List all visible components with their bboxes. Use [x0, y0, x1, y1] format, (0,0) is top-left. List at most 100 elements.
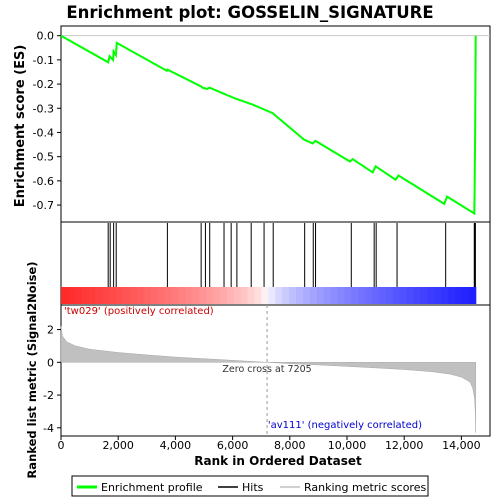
zero-cross-label: Zero cross at 7205: [222, 364, 311, 375]
legend-label-ranking-metric: Ranking metric scores: [304, 481, 426, 494]
hits-markers: [107, 223, 476, 287]
es-y-tick-label: -0.3: [33, 102, 54, 115]
color-bar-segment: [150, 287, 159, 304]
color-bar-segment: [295, 287, 304, 304]
x-tick-label: 2,000: [102, 439, 134, 452]
color-bar-segment: [61, 287, 69, 304]
color-bar-segment: [275, 287, 283, 304]
color-bar-segment: [406, 287, 415, 304]
negative-correlation-label: 'av111' (negatively correlated): [268, 420, 422, 431]
color-bar-segment: [454, 287, 463, 304]
color-bar-segment: [323, 287, 332, 304]
color-bar-segment: [420, 287, 428, 304]
es-y-tick-label: -0.5: [33, 151, 54, 164]
x-tick-label: 14,000: [442, 439, 481, 452]
color-bar-segment: [316, 287, 325, 304]
color-bar-segment: [219, 287, 228, 304]
x-tick-label: 12,000: [385, 439, 424, 452]
color-bar-segment: [399, 287, 408, 304]
color-bar-segment: [365, 287, 373, 304]
es-y-tick-label: -0.4: [33, 126, 54, 139]
color-bar-segment: [213, 287, 221, 304]
color-bar-segment: [282, 287, 290, 304]
color-bar-segment: [171, 287, 180, 304]
x-tick-label: 4,000: [160, 439, 192, 452]
es-y-tick-label: -0.2: [33, 78, 54, 91]
color-bar-segment: [427, 287, 435, 304]
color-bar-segment: [192, 287, 200, 304]
es-y-axis: 0.0 -0.1 -0.2 -0.3 -0.4 -0.5 -0.6 -0.7: [33, 30, 61, 212]
color-bar-segment: [206, 287, 214, 304]
color-bar-segment: [372, 287, 380, 304]
es-y-tick-label: 0.0: [37, 30, 55, 43]
color-bar-segment: [330, 287, 339, 304]
ranked-metric-y-tick-label: 0: [47, 356, 54, 369]
color-bar-segment: [289, 287, 297, 304]
color-bar-segment: [88, 287, 97, 304]
color-bar-segment: [102, 287, 110, 304]
x-tick-label: 8,000: [274, 439, 306, 452]
es-y-tick-label: -0.1: [33, 54, 54, 67]
color-bar-segment: [199, 287, 207, 304]
es-y-tick-label: -0.6: [33, 175, 54, 188]
ranking-metric-area: [60, 326, 476, 433]
color-bar-segment: [392, 287, 401, 304]
color-bar-segment: [178, 287, 187, 304]
color-bar-segment: [268, 287, 276, 304]
color-bar-segment: [302, 287, 311, 304]
color-bar-segment: [247, 287, 256, 304]
color-bar-segment: [74, 287, 83, 304]
x-tick-label: 10,000: [328, 439, 367, 452]
color-bar-segment: [461, 287, 470, 304]
color-bar-segment: [226, 287, 235, 304]
color-bar-segment: [116, 287, 124, 304]
color-bar-segment: [261, 287, 269, 304]
color-bar-segment: [157, 287, 166, 304]
color-bar-segment: [81, 287, 90, 304]
ranked-metric-y-tick-label: -2: [43, 389, 54, 402]
legend: Enrichment profile Hits Ranking metric s…: [71, 475, 429, 497]
positive-correlation-label: 'tw029' (positively correlated): [64, 306, 214, 317]
legend-label-hits: Hits: [242, 481, 264, 494]
color-bar-segment: [137, 287, 145, 304]
color-bar-segment: [434, 287, 442, 304]
color-bar-segment: [130, 287, 138, 304]
es-y-tick-label: -0.7: [33, 199, 54, 212]
ranked-metric-y-tick-label: 2: [47, 324, 54, 337]
color-bar-segment: [67, 287, 76, 304]
color-bar-segment: [233, 287, 242, 304]
x-axis: 0 2,000 4,000 6,000 8,000 10,000 12,000 14,000: [58, 436, 481, 452]
color-bar-segment: [337, 287, 345, 304]
es-y-axis-label: Enrichment score (ES): [13, 45, 28, 208]
color-bar-segment: [123, 287, 131, 304]
x-tick-label: 6,000: [217, 439, 249, 452]
color-bar-segment: [240, 287, 249, 304]
legend-box: [71, 475, 429, 497]
es-panel-frame: [60, 25, 491, 223]
color-bar-segment: [185, 287, 193, 304]
ranking-color-bar: [61, 287, 477, 304]
legend-label-enrichment-profile: Enrichment profile: [101, 481, 203, 494]
color-bar-segment: [468, 287, 477, 304]
color-bar-segment: [448, 287, 456, 304]
color-bar-segment: [109, 287, 117, 304]
color-bar-segment: [309, 287, 318, 304]
color-bar-segment: [254, 287, 263, 304]
color-bar-segment: [95, 287, 104, 304]
color-bar-segment: [441, 287, 449, 304]
chart-title: Enrichment plot: GOSSELIN_SIGNATURE: [66, 3, 433, 22]
color-bar-segment: [413, 287, 422, 304]
color-bar-segment: [385, 287, 394, 304]
x-axis-label: Rank in Ordered Dataset: [194, 454, 362, 468]
color-bar-segment: [143, 287, 152, 304]
color-bar-segment: [344, 287, 352, 304]
color-bar-segment: [358, 287, 366, 304]
x-tick-label: 0: [58, 439, 65, 452]
color-bar-segment: [164, 287, 173, 304]
color-bar-segment: [378, 287, 387, 304]
ranked-metric-y-axis: 2 0 -2 -4: [43, 324, 61, 435]
enrichment-profile-line: [60, 34, 477, 216]
ranked-metric-y-tick-label: -4: [43, 422, 54, 435]
